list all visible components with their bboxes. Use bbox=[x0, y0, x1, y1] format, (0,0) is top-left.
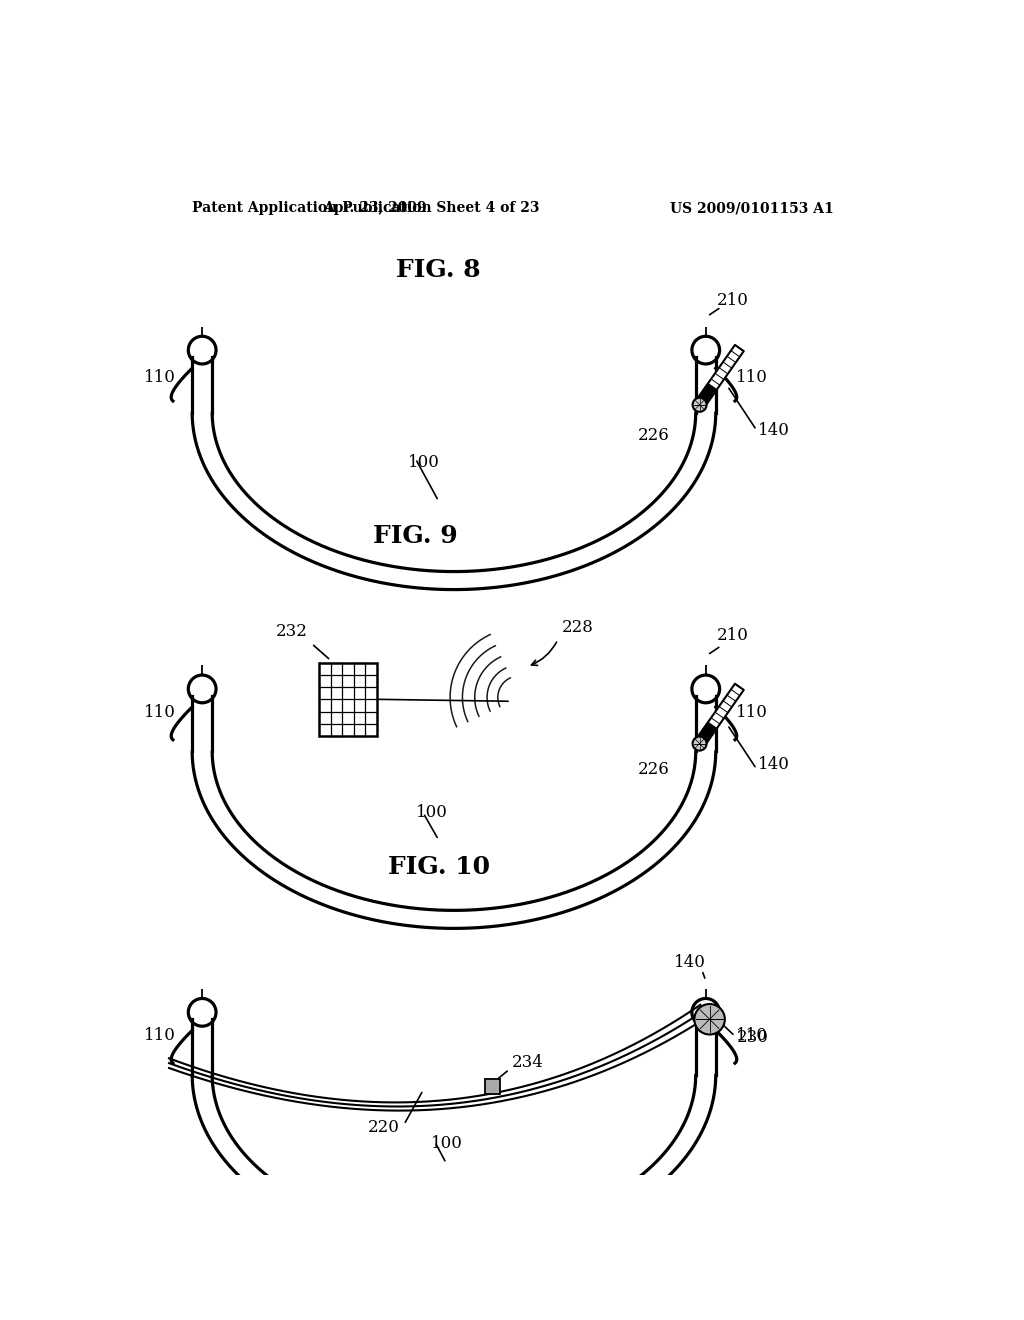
Text: 234: 234 bbox=[512, 1053, 544, 1071]
Text: FIG. 8: FIG. 8 bbox=[396, 257, 481, 282]
Polygon shape bbox=[695, 684, 743, 747]
Bar bbox=[484, 1078, 500, 1094]
Text: 228: 228 bbox=[562, 619, 594, 636]
Text: 100: 100 bbox=[431, 1135, 463, 1152]
Text: 100: 100 bbox=[416, 804, 447, 821]
Circle shape bbox=[692, 397, 707, 412]
Text: 110: 110 bbox=[736, 704, 768, 721]
Text: 110: 110 bbox=[144, 370, 176, 387]
Polygon shape bbox=[695, 722, 717, 747]
Text: 110: 110 bbox=[736, 370, 768, 387]
Text: 140: 140 bbox=[758, 421, 790, 438]
Text: Patent Application Publication: Patent Application Publication bbox=[193, 202, 432, 215]
Text: 110: 110 bbox=[144, 1027, 176, 1044]
Circle shape bbox=[692, 737, 707, 751]
Text: 110: 110 bbox=[144, 704, 176, 721]
Polygon shape bbox=[695, 384, 717, 408]
Text: 232: 232 bbox=[275, 623, 307, 640]
Text: 210: 210 bbox=[717, 627, 750, 644]
Text: 220: 220 bbox=[369, 1119, 400, 1137]
Text: 100: 100 bbox=[408, 454, 439, 471]
Text: FIG. 10: FIG. 10 bbox=[387, 855, 489, 879]
Bar bbox=[319, 663, 377, 737]
Text: 140: 140 bbox=[675, 954, 707, 972]
Text: 140: 140 bbox=[758, 756, 790, 774]
Text: 226: 226 bbox=[638, 762, 670, 779]
Text: 210: 210 bbox=[717, 292, 750, 309]
Text: 230: 230 bbox=[736, 1030, 768, 1047]
Text: FIG. 9: FIG. 9 bbox=[373, 524, 458, 548]
Text: 226: 226 bbox=[638, 428, 670, 444]
Text: 110: 110 bbox=[736, 1027, 768, 1044]
Text: US 2009/0101153 A1: US 2009/0101153 A1 bbox=[670, 202, 834, 215]
Polygon shape bbox=[695, 345, 743, 408]
Circle shape bbox=[694, 1005, 725, 1035]
Text: Apr. 23, 2009  Sheet 4 of 23: Apr. 23, 2009 Sheet 4 of 23 bbox=[323, 202, 539, 215]
